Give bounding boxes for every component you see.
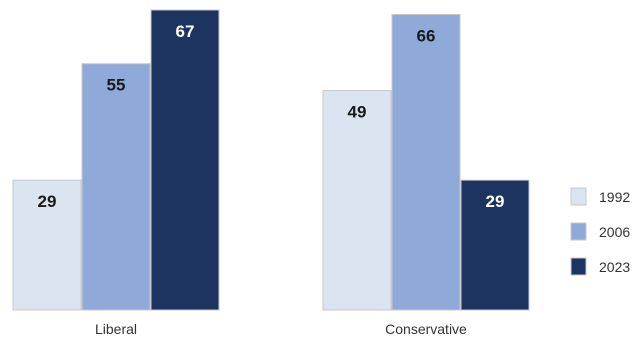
bar-conservative-2006 [391,13,461,311]
bar-liberal-1992 [12,179,82,311]
legend-swatch-2006 [570,222,587,241]
category-label-liberal: Liberal [95,321,137,337]
bar-liberal-2023 [150,9,220,311]
bars-layer [12,9,530,311]
data-label-conservative-1992: 49 [348,103,367,122]
legend-label-2023: 2023 [599,259,630,275]
data-label-conservative-2006: 66 [417,26,436,45]
value-labels-layer: 29 55 67 49 66 29 [38,22,505,211]
category-labels-layer: Liberal Conservative [95,321,467,337]
bar-conservative-1992 [322,90,392,311]
data-label-liberal-1992: 29 [38,192,57,211]
data-label-conservative-2023: 29 [486,192,505,211]
legend-swatch-2023 [570,257,587,276]
bar-conservative-2023 [460,179,530,311]
legend: 1992 2006 2023 [570,187,630,276]
legend-label-2006: 2006 [599,224,630,240]
data-label-liberal-2006: 55 [107,76,126,95]
category-label-conservative: Conservative [385,321,467,337]
data-label-liberal-2023: 67 [176,22,195,41]
legend-swatch-1992 [570,187,587,206]
legend-label-1992: 1992 [599,189,630,205]
bar-liberal-2006 [81,63,151,311]
